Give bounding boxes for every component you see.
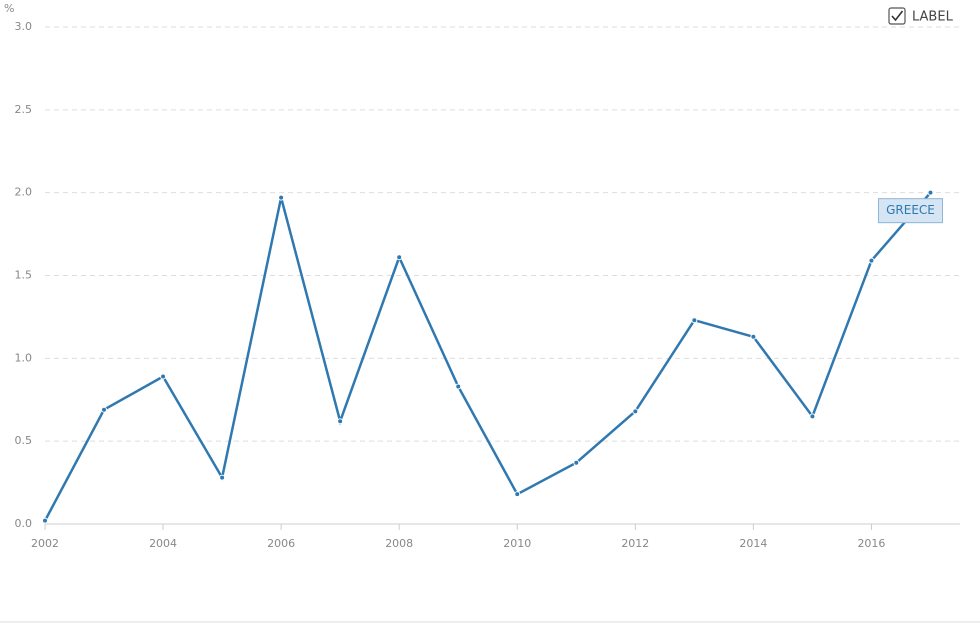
toggle-label[interactable]: LABEL [912, 10, 954, 25]
checkbox[interactable] [888, 7, 906, 25]
x-tick-label: 2008 [385, 537, 413, 550]
y-tick-label: 3.0 [15, 20, 33, 33]
point [455, 383, 462, 390]
series-label: GREECE [877, 198, 943, 224]
point [809, 413, 816, 420]
point [573, 459, 580, 466]
x-tick-label: 2016 [857, 537, 885, 550]
point [160, 373, 167, 380]
x-tick-label: 2006 [267, 537, 295, 550]
x-tick-label: 2002 [31, 537, 59, 550]
point [219, 474, 226, 481]
y-tick-label: 0.5 [15, 434, 33, 447]
point [632, 408, 639, 415]
y-tick-label: 2.0 [15, 186, 33, 199]
point [750, 333, 757, 340]
point [101, 406, 108, 413]
point [691, 317, 698, 324]
series-label-text: GREECE [886, 203, 935, 217]
x-tick-label: 2014 [739, 537, 767, 550]
label-toggle[interactable]: LABEL [888, 7, 954, 25]
checkmark [891, 10, 904, 22]
y-tick-label: 1.5 [15, 269, 33, 282]
point [278, 194, 285, 201]
y-tick-label: 1.0 [15, 351, 33, 364]
series-line [43, 191, 932, 522]
point [514, 491, 521, 498]
y-tick-label: 2.5 [15, 103, 33, 116]
y-tick-label: 0.0 [15, 517, 33, 530]
point [42, 517, 48, 524]
unit-label: % [4, 2, 14, 15]
point [927, 189, 934, 196]
x-tick-label: 2004 [149, 537, 177, 550]
point [337, 418, 344, 425]
x-tick-label: 2010 [503, 537, 531, 550]
series-label-box [877, 198, 943, 224]
point [396, 254, 403, 261]
x-tick-label: 2012 [621, 537, 649, 550]
point [868, 257, 875, 264]
